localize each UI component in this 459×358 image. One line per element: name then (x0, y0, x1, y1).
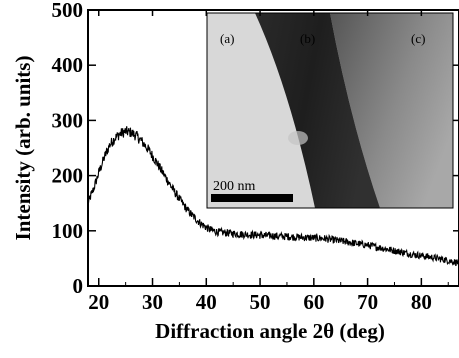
inset-label-c: (c) (411, 31, 425, 46)
inset-label-b: (b) (300, 31, 315, 46)
inset-feature (288, 131, 308, 145)
y-tick-label: 100 (52, 219, 84, 243)
x-tick-label: 30 (142, 290, 163, 314)
inset-label-a: (a) (220, 31, 234, 46)
scale-bar (211, 194, 293, 202)
y-tick-label: 200 (52, 164, 84, 188)
x-tick-label: 50 (250, 290, 271, 314)
x-tick-label: 70 (357, 290, 378, 314)
x-axis-title: Diffraction angle 2θ (deg) (155, 319, 385, 343)
x-tick-label: 40 (196, 290, 217, 314)
x-tick-label: 20 (88, 290, 109, 314)
scale-bar-label: 200 nm (213, 179, 256, 194)
y-tick-label: 400 (52, 53, 84, 77)
y-tick-label: 0 (73, 274, 84, 298)
x-tick-label: 80 (411, 290, 432, 314)
tem-inset: (a) (b) (c) 200 nm (207, 13, 453, 208)
y-axis-title: Intensity (arb. units) (11, 56, 35, 241)
x-tick-label: 60 (303, 290, 324, 314)
y-tick-label: 300 (52, 108, 84, 132)
y-tick-label: 500 (52, 0, 84, 22)
